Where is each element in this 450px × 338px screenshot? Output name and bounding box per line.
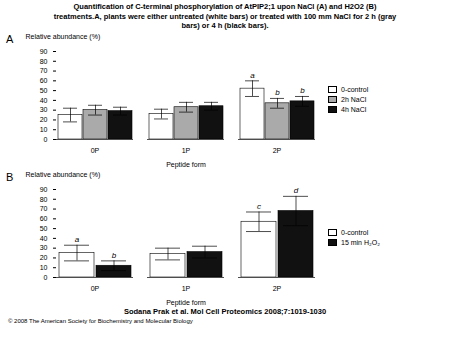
html-text:A: A bbox=[6, 32, 14, 45]
html-text:4h NaCl: 4h NaCl bbox=[341, 106, 367, 113]
svg-text:b: b bbox=[300, 86, 305, 95]
svg-text:a: a bbox=[75, 235, 80, 244]
svg-text:1P: 1P bbox=[182, 285, 191, 292]
html-text:B: B bbox=[6, 170, 14, 183]
svg-text:Peptide form: Peptide form bbox=[166, 298, 206, 306]
svg-text:2P: 2P bbox=[273, 147, 282, 154]
svg-text:30: 30 bbox=[40, 244, 48, 251]
svg-text:2P: 2P bbox=[273, 285, 282, 292]
svg-text:0: 0 bbox=[44, 135, 48, 142]
svg-text:70: 70 bbox=[40, 67, 48, 74]
svg-text:90: 90 bbox=[40, 185, 48, 192]
svg-text:b: b bbox=[112, 250, 117, 259]
html-text:Sodana Prak et al. Mol Cell Pr: Sodana Prak et al. Mol Cell Proteomics 2… bbox=[123, 306, 327, 316]
svg-text:90: 90 bbox=[40, 47, 48, 54]
svg-text:0P: 0P bbox=[91, 147, 100, 154]
svg-text:Relative abundance (%): Relative abundance (%) bbox=[26, 33, 101, 41]
html-text:© 2008 The American Society fo: © 2008 The American Society for Biochemi… bbox=[8, 317, 193, 324]
svg-text:50: 50 bbox=[40, 86, 48, 93]
svg-text:Relative abundance (%): Relative abundance (%) bbox=[26, 171, 101, 179]
svg-text:10: 10 bbox=[40, 263, 48, 270]
svg-text:50: 50 bbox=[40, 224, 48, 231]
svg-text:d: d bbox=[294, 186, 299, 195]
svg-text:60: 60 bbox=[40, 215, 48, 222]
svg-text:Peptide form: Peptide form bbox=[166, 160, 206, 168]
svg-text:40: 40 bbox=[40, 234, 48, 241]
svg-text:80: 80 bbox=[40, 57, 48, 64]
html-text:0-control: 0-control bbox=[341, 86, 369, 93]
svg-text:0P: 0P bbox=[91, 285, 100, 292]
svg-text:60: 60 bbox=[40, 77, 48, 84]
html-text:0-control: 0-control bbox=[341, 229, 369, 236]
html-text:15 min H₂O₂: 15 min H₂O₂ bbox=[341, 239, 380, 246]
svg-text:20: 20 bbox=[40, 116, 48, 123]
svg-text:70: 70 bbox=[40, 205, 48, 212]
svg-text:0: 0 bbox=[44, 273, 48, 280]
svg-text:1P: 1P bbox=[182, 147, 191, 154]
svg-text:30: 30 bbox=[40, 106, 48, 113]
svg-text:c: c bbox=[257, 201, 261, 210]
svg-text:80: 80 bbox=[40, 195, 48, 202]
svg-text:20: 20 bbox=[40, 254, 48, 261]
svg-text:10: 10 bbox=[40, 125, 48, 132]
html-text:2h NaCl: 2h NaCl bbox=[341, 96, 367, 103]
svg-text:40: 40 bbox=[40, 96, 48, 103]
html-text:Quantification of C-terminal p: Quantification of C-terminal phosphoryla… bbox=[53, 2, 397, 30]
svg-text:a: a bbox=[250, 70, 255, 79]
svg-text:b: b bbox=[275, 88, 280, 97]
